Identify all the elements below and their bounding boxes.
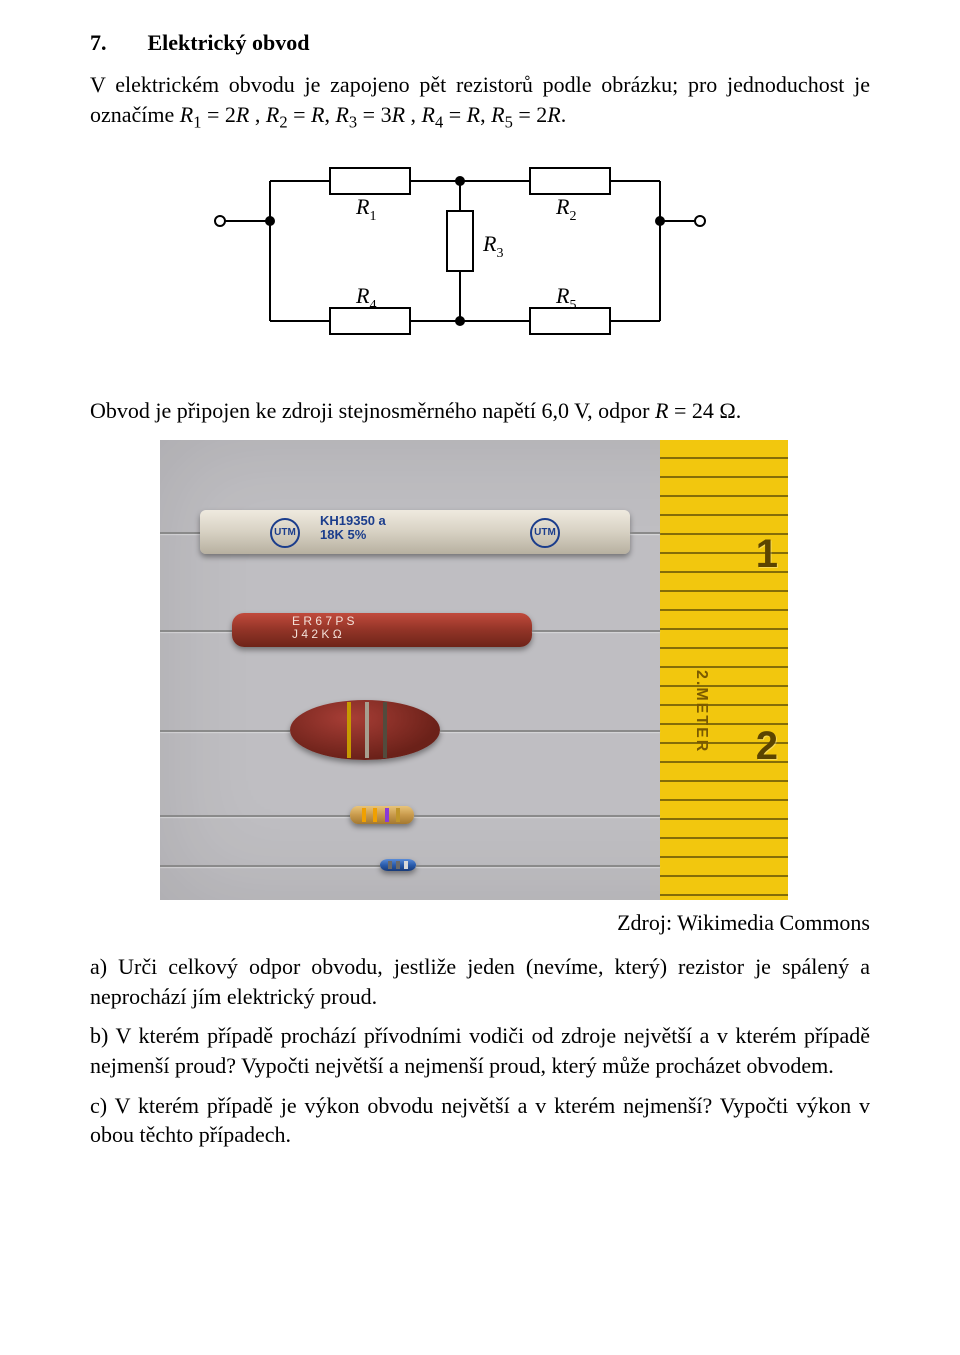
question-c: c) V kterém případě je výkon obvodu nejv… xyxy=(90,1091,870,1150)
fat-resistor xyxy=(290,700,440,760)
resistor-band xyxy=(396,861,400,869)
resistor-r3 xyxy=(447,211,473,271)
ruler: 2.METER 1 2 xyxy=(660,440,788,900)
connection-suffix: = 24 Ω. xyxy=(668,398,741,423)
resistor-band xyxy=(373,808,377,822)
wire-photo xyxy=(532,630,660,632)
wire-photo xyxy=(160,815,350,817)
connection-paragraph: Obvod je připojen ke zdroji stejnosměrné… xyxy=(90,396,870,426)
ruler-number: 1 xyxy=(756,532,778,577)
section-number: 7. xyxy=(90,30,142,56)
wire-photo xyxy=(416,865,660,867)
resistor-r1 xyxy=(330,168,410,194)
label-r3: R3 xyxy=(482,231,503,261)
resistor-band xyxy=(347,702,351,758)
right-terminal xyxy=(695,216,705,226)
node xyxy=(266,217,274,225)
wire-photo xyxy=(630,532,660,534)
ceramic-label: KH19350 a 18K 5% xyxy=(320,514,386,543)
red-resistor: E R 6 7 P S J 4 2 K Ω xyxy=(232,613,532,647)
wire-photo xyxy=(440,730,660,732)
label-r2: R2 xyxy=(555,194,576,224)
question-b: b) V kterém případě prochází přívodními … xyxy=(90,1021,870,1080)
logo-left: UTM xyxy=(270,518,300,548)
wire-photo xyxy=(160,730,290,732)
node xyxy=(456,317,464,325)
tiny-resistor xyxy=(380,859,416,871)
resistor-r2 xyxy=(530,168,610,194)
resistor-band xyxy=(388,861,392,869)
source-line: Zdroj: Wikimedia Commons xyxy=(90,910,870,936)
circuit-diagram: R1 R2 R3 R4 R5 xyxy=(200,151,720,386)
wire-photo xyxy=(414,815,660,817)
symbol-r: R xyxy=(655,398,668,423)
section-heading: 7. Elektrický obvod xyxy=(90,30,870,56)
resistor-band xyxy=(404,861,408,869)
section-title: Elektrický obvod xyxy=(148,30,310,55)
connection-prefix: Obvod je připojen ke zdroji stejnosměrné… xyxy=(90,398,655,423)
ceramic-line2: 18K 5% xyxy=(320,528,386,542)
logo-right: UTM xyxy=(530,518,560,548)
ruler-number: 2 xyxy=(756,724,778,769)
label-r1: R1 xyxy=(355,194,376,224)
red-line2: J 4 2 K Ω xyxy=(292,628,354,641)
page: 7. Elektrický obvod V elektrickém obvodu… xyxy=(0,0,960,1355)
resistor-band xyxy=(396,808,400,822)
node xyxy=(456,177,464,185)
node xyxy=(656,217,664,225)
wire-photo xyxy=(160,532,200,534)
ceramic-resistor: UTM KH19350 a 18K 5% UTM xyxy=(200,510,630,554)
resistor-photo: 2.METER 1 2 UTM KH19350 a 18K 5% UTM E R … xyxy=(160,440,788,900)
resistor-band xyxy=(365,702,369,758)
small-resistor xyxy=(350,806,414,824)
wire-photo xyxy=(160,630,232,632)
ceramic-line1: KH19350 a xyxy=(320,514,386,528)
left-terminal xyxy=(215,216,225,226)
intro-paragraph: V elektrickém obvodu je zapojeno pět rez… xyxy=(90,70,870,133)
red-label: E R 6 7 P S J 4 2 K Ω xyxy=(292,615,354,641)
question-a: a) Urči celkový odpor obvodu, jestliže j… xyxy=(90,952,870,1011)
resistor-band xyxy=(383,702,387,758)
resistor-band xyxy=(362,808,366,822)
ruler-side-text: 2.METER xyxy=(692,670,710,753)
circuit-svg: R1 R2 R3 R4 R5 xyxy=(200,151,720,381)
resistor-band xyxy=(385,808,389,822)
wire-photo xyxy=(160,865,380,867)
